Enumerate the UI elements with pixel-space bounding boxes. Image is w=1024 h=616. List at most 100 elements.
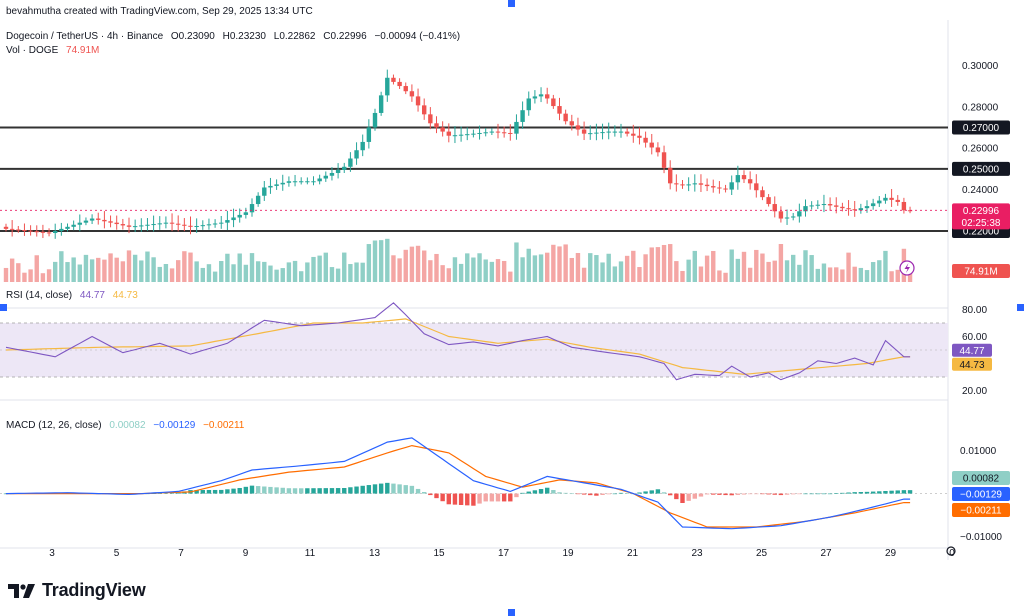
candle bbox=[821, 194, 827, 213]
volume-bar bbox=[717, 270, 722, 282]
candle bbox=[194, 218, 199, 233]
candle bbox=[680, 179, 685, 189]
macd-histogram-bar bbox=[372, 484, 378, 494]
macd-tick-label: −0.01000 bbox=[960, 532, 1002, 543]
macd-histogram-bar bbox=[772, 493, 777, 495]
macd-legend: MACD (12, 26, close) 0.00082 −0.00129 −0… bbox=[6, 420, 244, 431]
macd-value: −0.00129 bbox=[153, 420, 196, 431]
candle bbox=[545, 87, 550, 104]
volume-bar bbox=[268, 265, 273, 282]
candle bbox=[329, 167, 335, 181]
macd-histogram-bar bbox=[391, 483, 396, 494]
volume-bar bbox=[440, 265, 445, 282]
volume-bar bbox=[827, 267, 833, 282]
candle bbox=[803, 199, 808, 217]
volume-bar bbox=[114, 257, 119, 282]
macd-histogram-bar bbox=[821, 493, 827, 495]
volume-bar bbox=[132, 254, 138, 282]
volume-bar bbox=[495, 259, 501, 282]
level-tag bbox=[952, 161, 1010, 176]
macd-histogram-bar bbox=[348, 487, 353, 494]
volume-bar bbox=[606, 253, 611, 282]
candle bbox=[305, 177, 310, 185]
macd-histogram-bar bbox=[551, 490, 556, 494]
macd-histogram-bar bbox=[791, 493, 796, 495]
time-tick-label: 23 bbox=[691, 548, 703, 559]
candle bbox=[132, 219, 138, 233]
macd-histogram-bar bbox=[206, 489, 212, 494]
candle bbox=[348, 152, 353, 172]
candle bbox=[532, 90, 538, 104]
macd-histogram-bar bbox=[606, 493, 611, 495]
macd-histogram-bar bbox=[846, 492, 851, 494]
volume-bar bbox=[182, 251, 187, 282]
time-axis: 3 5 7 9 11 13 15 17 19 21 23 25 27 29 0 bbox=[49, 548, 955, 559]
volume-bar bbox=[852, 266, 857, 282]
volume-bar bbox=[237, 253, 242, 282]
volume-bar bbox=[249, 253, 255, 282]
candle bbox=[40, 224, 46, 239]
price-tick-label: 0.26000 bbox=[962, 144, 999, 155]
volume-bar bbox=[840, 269, 845, 282]
volume-bar bbox=[409, 246, 415, 282]
volume-bar bbox=[741, 251, 747, 282]
macd-histogram-bar bbox=[169, 492, 175, 494]
volume-bar bbox=[649, 247, 654, 282]
volume-bar bbox=[569, 257, 574, 282]
selection-handle-top bbox=[508, 0, 515, 7]
macd-histogram-bar bbox=[200, 490, 205, 494]
time-tick-label: 11 bbox=[305, 548, 316, 559]
candle bbox=[538, 87, 544, 103]
rsi-ma-tag-label: 44.73 bbox=[959, 360, 984, 371]
volume-bar bbox=[157, 266, 162, 282]
candle bbox=[766, 194, 771, 207]
time-tick-label: 17 bbox=[498, 548, 510, 559]
candle bbox=[409, 84, 415, 102]
volume-bar bbox=[711, 250, 716, 282]
bolt-icon[interactable] bbox=[899, 260, 915, 276]
volume-bar bbox=[299, 271, 304, 282]
macd-histogram-bar bbox=[901, 490, 907, 494]
macd-histogram-bar bbox=[754, 493, 759, 495]
time-tick-label: 27 bbox=[820, 548, 832, 559]
volume-bar bbox=[108, 253, 113, 282]
macd-histogram-bar bbox=[864, 491, 870, 494]
candle bbox=[563, 109, 568, 125]
macd-histogram-bar bbox=[588, 493, 593, 496]
volume-bar bbox=[729, 249, 734, 282]
macd-value-tag-label: 0.00082 bbox=[963, 474, 1000, 485]
volume-bar bbox=[551, 244, 556, 282]
price-tick-label: 0.24000 bbox=[962, 185, 999, 196]
symbol-title[interactable]: Dogecoin / TetherUS · 4h · Binance bbox=[6, 31, 164, 42]
rsi-value: 44.77 bbox=[79, 290, 105, 301]
volume-bar bbox=[784, 260, 790, 282]
macd-histogram-bar bbox=[840, 492, 845, 494]
macd-histogram-bar bbox=[299, 488, 304, 494]
countdown-label: 02:25:38 bbox=[962, 218, 1001, 229]
volume-bar bbox=[489, 261, 495, 282]
volume-bar bbox=[520, 257, 525, 282]
macd-histogram-bar bbox=[698, 493, 704, 497]
macd-histogram-bar bbox=[877, 491, 882, 494]
volume-bar bbox=[422, 250, 427, 282]
candle bbox=[157, 216, 162, 230]
settings-icon[interactable] bbox=[946, 546, 956, 556]
time-tick-label: 21 bbox=[627, 548, 639, 559]
volume-bar bbox=[612, 266, 618, 282]
volume-bar bbox=[735, 258, 741, 282]
macd-histogram-bar bbox=[342, 488, 347, 494]
close-value: C0.22996 bbox=[323, 31, 367, 42]
volume-bar bbox=[698, 266, 704, 282]
volume-bar bbox=[274, 269, 279, 282]
macd-histogram-bar bbox=[704, 493, 710, 495]
candle bbox=[575, 117, 581, 136]
volume-bar bbox=[53, 261, 58, 282]
candle bbox=[735, 165, 741, 190]
volume-bar bbox=[3, 267, 9, 282]
macd-histogram-bar bbox=[415, 488, 421, 494]
volume-bar bbox=[206, 264, 212, 282]
candle bbox=[520, 101, 525, 129]
chart-credit: bevahmutha created with TradingView.com,… bbox=[6, 6, 313, 17]
volume-bar bbox=[151, 257, 156, 282]
